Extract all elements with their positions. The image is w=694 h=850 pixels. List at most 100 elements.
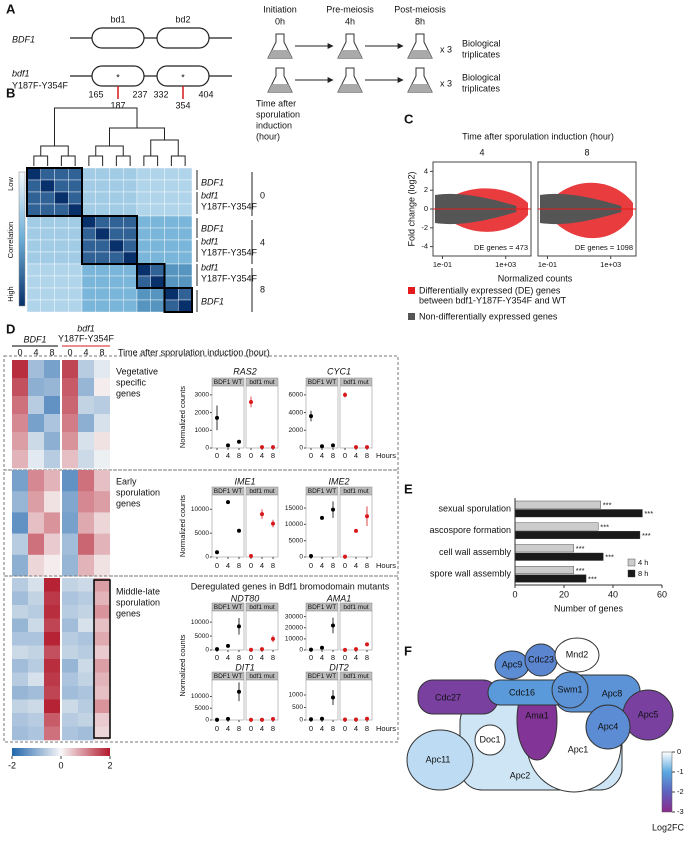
heatmap-cell	[123, 287, 138, 301]
stage-name: Pre-meiosis	[326, 4, 374, 14]
sample-label: Y187F-Y354F	[201, 273, 258, 283]
heatmap-cell	[78, 578, 94, 592]
heatmap-cell	[109, 191, 124, 205]
section-label: Vegetative	[116, 366, 158, 376]
heatmap-cell	[40, 239, 55, 253]
heatmap-cell	[40, 215, 55, 229]
heatmap-cell	[68, 167, 83, 181]
y-tick-label: 1000	[289, 692, 304, 699]
point	[249, 647, 253, 652]
heatmap-cell	[54, 239, 69, 253]
x-tick-label: 0	[309, 451, 313, 460]
x-tick-label: 8	[271, 451, 275, 460]
time-label: 0	[260, 190, 265, 200]
heatmap-cell	[178, 287, 193, 301]
heatmap-cell	[54, 299, 69, 313]
heatmap-cell	[26, 263, 41, 277]
colorbar-label: Correlation	[6, 222, 15, 259]
point	[237, 624, 241, 629]
y-tick-label: 10000	[285, 521, 303, 528]
heatmap-cell	[44, 672, 60, 687]
sample-label: Y187F-Y354F	[201, 201, 258, 211]
heatmap-cell	[136, 203, 151, 217]
heatmap-cell	[44, 605, 60, 619]
strip-label: bdf1 mut	[343, 488, 368, 495]
heatmap-cell	[62, 591, 78, 606]
heatmap-cell	[164, 239, 179, 253]
category-label: spore wall assembly	[430, 569, 512, 579]
bar	[514, 531, 641, 539]
heatmap-cell	[62, 396, 78, 415]
x-tick-label: 0	[309, 653, 313, 662]
subunit-label: Ama1	[525, 710, 549, 720]
x-axis-label: Normalized counts	[498, 273, 573, 283]
heatmap-cell	[178, 239, 193, 253]
heatmap-cell	[26, 299, 41, 313]
x-tick-label: 4	[260, 653, 264, 662]
y-tick-label: 500	[292, 704, 303, 711]
point	[249, 554, 253, 559]
highlight-box	[93, 579, 111, 739]
y-tick-label: 0	[205, 647, 209, 654]
section-label: sporulation	[116, 487, 160, 497]
heatmap-cell	[94, 699, 110, 714]
significance: ***	[605, 553, 614, 562]
heatmap-cell	[81, 263, 96, 277]
time-label: 4	[260, 237, 265, 247]
heatmap-cell	[178, 299, 193, 313]
heatmap-cell	[164, 167, 179, 181]
bar	[514, 500, 601, 509]
heatmap-cell	[54, 191, 69, 205]
heatmap-cell	[54, 275, 69, 289]
x-tick-label: 0	[215, 724, 219, 733]
point	[365, 716, 369, 721]
heatmap-cell	[26, 275, 41, 289]
heatmap-cell	[78, 659, 94, 673]
heatmap-cell	[12, 645, 28, 660]
gene-name: DIT1	[235, 662, 255, 672]
y-tick-label: -2	[421, 223, 428, 232]
strip-label: bdf1 mut	[249, 673, 274, 680]
x-tick-label: 0	[249, 653, 253, 662]
x-tick-label: 4	[354, 724, 358, 733]
legend-label: 8 h	[638, 569, 648, 578]
cluster-box	[81, 215, 138, 265]
subunit	[554, 637, 600, 673]
x-tick-label: 4	[260, 451, 264, 460]
heatmap-cell	[94, 726, 110, 741]
heatmap-cell	[78, 632, 94, 646]
heatmap-cell	[150, 239, 165, 253]
legend-label: Non-differentially expressed genes	[419, 311, 558, 321]
heatmap-cell	[164, 179, 179, 193]
x-tick-label: 1e-01	[538, 260, 557, 269]
section-label: Middle-late	[116, 586, 160, 596]
subunit-label: Cdc23	[528, 654, 554, 664]
gene-name: RAS2	[233, 366, 257, 376]
point	[343, 647, 347, 652]
y-tick-label: 0	[205, 554, 209, 561]
heatmap-cell	[164, 299, 179, 313]
x-tick-label: 8	[365, 653, 369, 662]
x-tick-label: 4	[320, 724, 324, 733]
x-tick-label: 0	[343, 724, 347, 733]
x-tick-label: 8	[365, 561, 369, 570]
heatmap-cell	[62, 360, 78, 379]
category-label: sexual sporulation	[438, 503, 511, 513]
heatmap-cell	[62, 726, 78, 741]
legend-label: between bdf1-Y187F-Y354F and WT	[419, 295, 567, 305]
heatmap-cell	[81, 191, 96, 205]
heatmap-cell	[44, 554, 60, 577]
heatmap-cell	[109, 299, 124, 313]
legend-swatch	[408, 313, 415, 320]
stage-time: 8h	[415, 16, 425, 26]
heatmap-cell	[78, 512, 94, 534]
heatmap-cell	[78, 378, 94, 397]
x-axis-label: Hours	[376, 451, 396, 460]
strip-label: BDF1 WT	[308, 488, 337, 495]
heatmap-cell	[12, 414, 28, 433]
heatmap-cell	[12, 618, 28, 633]
x-tick-label: 4	[354, 451, 358, 460]
heatmap-cell	[94, 396, 110, 415]
subunit-label: Cdc27	[435, 692, 461, 702]
point	[320, 716, 324, 721]
